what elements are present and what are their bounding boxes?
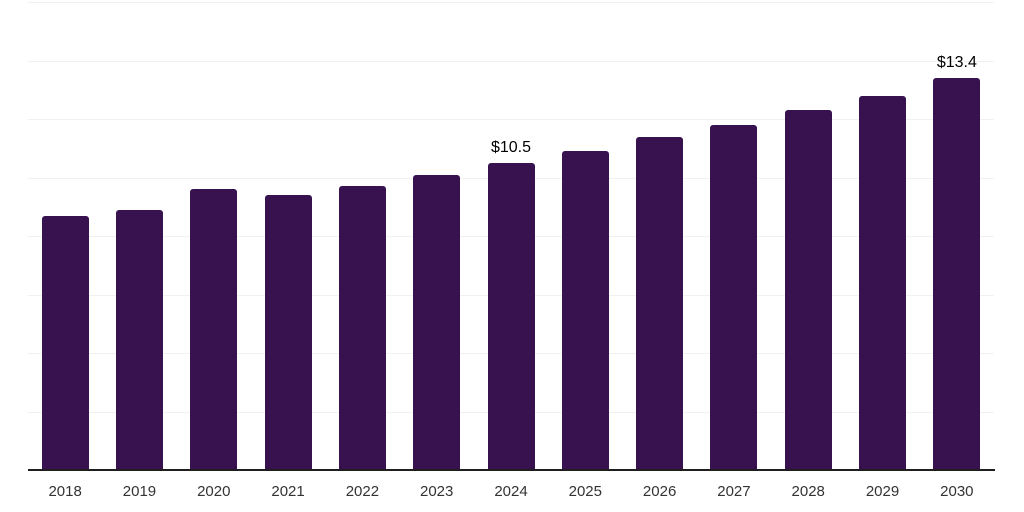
x-tick-label-2029: 2029 [865,483,900,500]
bar-2019 [115,209,163,470]
bar-2023 [413,174,461,470]
x-tick-label-2030: 2030 [940,483,974,500]
x-tick-label-2020: 2020 [197,483,231,500]
x-tick-label-2025: 2025 [568,483,602,500]
x-tick-label-2026: 2026 [642,483,677,500]
bar-2022 [338,186,386,470]
bar-2020 [190,189,238,470]
x-tick-label-2021: 2021 [271,483,305,500]
bar-2025 [561,151,609,470]
bar-2027 [710,124,758,470]
bar-2028 [784,110,832,470]
data-label-2030: $13.4 [936,54,977,72]
x-tick-label-2019: 2019 [122,483,157,500]
gridline-y-12 [28,119,994,120]
plot-area [28,2,994,470]
x-axis-line [28,469,995,471]
bar-2026 [636,136,684,470]
data-label-2024: $10.5 [490,138,532,156]
x-tick-label-2027: 2027 [717,483,751,500]
gridline-y-14 [28,60,994,62]
x-tick-label-2022: 2022 [345,483,380,500]
x-tick-label-2028: 2028 [791,483,825,500]
bar-2029 [859,95,907,470]
x-tick-label-2018: 2018 [48,483,82,500]
gridline-y-16 [28,2,994,3]
x-tick-label-2023: 2023 [420,483,454,500]
bar-2021 [264,195,312,470]
bar-2024 [487,162,535,470]
bar-2030 [933,78,981,470]
bar-2018 [41,215,89,470]
x-tick-label-2024: 2024 [494,483,528,500]
